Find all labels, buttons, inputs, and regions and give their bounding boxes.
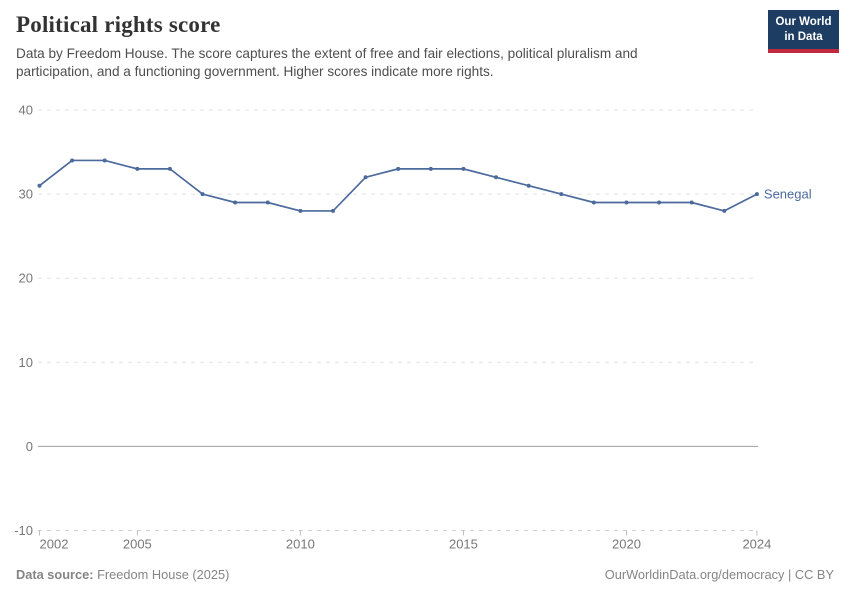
data-point[interactable]: [70, 158, 75, 163]
owid-logo-line2: in Data: [784, 30, 823, 43]
data-point[interactable]: [624, 200, 629, 205]
data-point[interactable]: [754, 192, 759, 197]
y-tick-label: 40: [19, 103, 33, 118]
data-point[interactable]: [559, 192, 564, 197]
data-point[interactable]: [167, 166, 172, 171]
data-point[interactable]: [428, 166, 433, 171]
data-source-value: Freedom House (2025): [97, 567, 230, 582]
x-tick-label: 2020: [612, 537, 641, 552]
data-point[interactable]: [363, 175, 368, 180]
x-tick-label: 2015: [449, 537, 478, 552]
x-tick-label: 2010: [286, 537, 315, 552]
data-source: Data source: Freedom House (2025): [16, 567, 229, 582]
x-tick-label: 2005: [123, 537, 152, 552]
data-point[interactable]: [233, 200, 238, 205]
data-point[interactable]: [722, 208, 727, 213]
data-point[interactable]: [265, 200, 270, 205]
x-tick-label: 2002: [40, 537, 69, 552]
data-source-label: Data source:: [16, 567, 94, 582]
data-point[interactable]: [102, 158, 107, 163]
page-title: Political rights score: [16, 12, 221, 37]
chart-footer: Data source: Freedom House (2025) OurWor…: [16, 567, 834, 582]
data-point[interactable]: [526, 183, 531, 188]
entity-label[interactable]: Senegal: [764, 187, 812, 202]
attribution-link[interactable]: OurWorldinData.org/democracy | CC BY: [604, 567, 834, 582]
data-point[interactable]: [494, 175, 499, 180]
y-tick-label: 0: [26, 439, 33, 454]
y-tick-label: 20: [19, 271, 33, 286]
data-point[interactable]: [330, 208, 335, 213]
data-point[interactable]: [396, 166, 401, 171]
y-tick-label: -10: [14, 523, 33, 538]
y-tick-label: 10: [19, 355, 33, 370]
data-point[interactable]: [591, 200, 596, 205]
data-point[interactable]: [200, 192, 205, 197]
data-point[interactable]: [135, 166, 140, 171]
chart-subtitle: Data by Freedom House. The score capture…: [16, 46, 638, 79]
data-point[interactable]: [37, 183, 42, 188]
owid-logo[interactable]: Our World in Data: [768, 10, 839, 53]
x-tick-label: 2024: [742, 537, 771, 552]
data-point[interactable]: [461, 166, 466, 171]
data-point[interactable]: [657, 200, 662, 205]
chart-header: Political rights score Data by Freedom H…: [16, 12, 716, 81]
data-point[interactable]: [298, 208, 303, 213]
data-point[interactable]: [689, 200, 694, 205]
owid-logo-line1: Our World: [775, 16, 832, 28]
y-tick-label: 30: [19, 187, 33, 202]
